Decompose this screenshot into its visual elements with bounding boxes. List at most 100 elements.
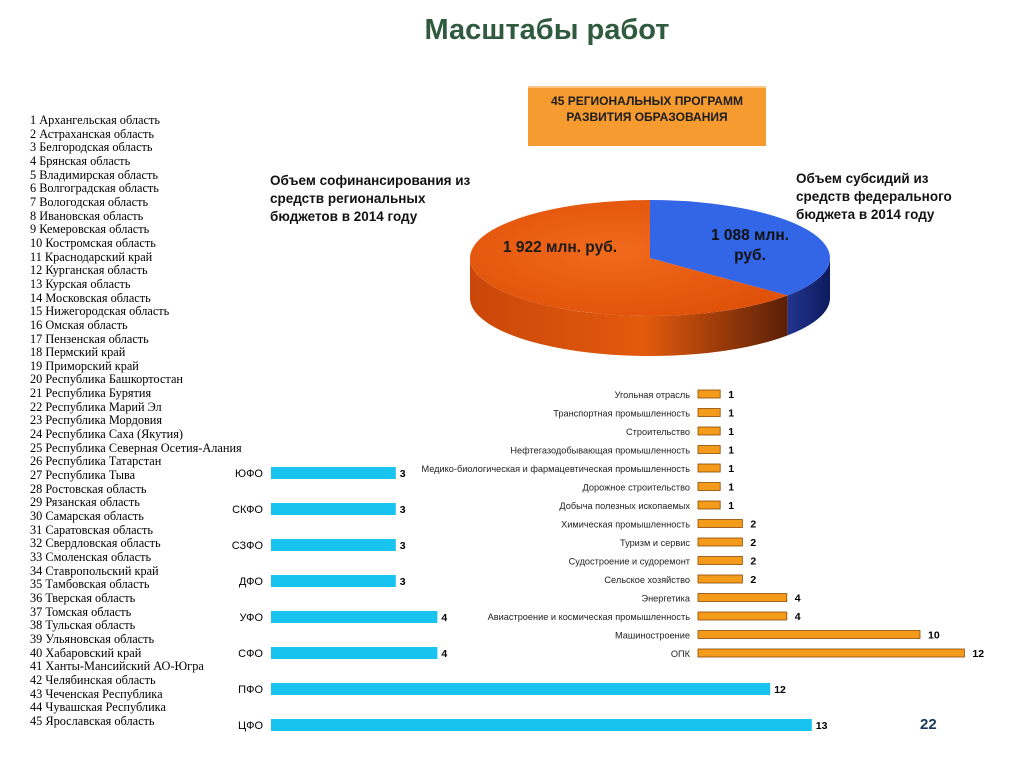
fo-category-label: УФО: [239, 612, 263, 624]
region-item: 24 Республика Саха (Якутия): [30, 427, 183, 442]
fo-category-label: ДФО: [239, 576, 264, 588]
region-item: 18 Пермский край: [30, 345, 126, 360]
industry-bar: [697, 593, 788, 602]
industry-bar: [697, 408, 721, 417]
industry-category-label: Энергетика: [641, 594, 690, 604]
industry-value-label: 2: [750, 556, 756, 568]
pie-side-federal: [787, 258, 830, 336]
region-item: 30 Самарская область: [30, 509, 144, 524]
industry-bar: [697, 630, 921, 639]
industry-bar: [697, 482, 721, 491]
fo-bar: [271, 647, 438, 659]
fo-bar: [271, 719, 812, 731]
region-item: 42 Челябинская область: [30, 672, 156, 687]
region-item: 44 Чувашская Республика: [30, 700, 166, 715]
industry-value-label: 2: [750, 519, 756, 531]
region-item: 38 Тульская область: [30, 618, 136, 633]
region-item: 4 Брянская область: [30, 153, 131, 168]
fo-bar: [271, 503, 396, 515]
industry-category-label: Медико-биологическая и фармацевтическая …: [422, 464, 691, 474]
fo-value-label: 4: [441, 648, 447, 660]
fo-bar: [271, 683, 771, 695]
fo-category-label: СЗФО: [232, 540, 264, 552]
fo-bar: [271, 467, 396, 479]
industry-category-label: Угольная отрасль: [615, 390, 691, 400]
region-item: 37 Томская область: [30, 604, 132, 619]
region-item: 5 Владимирская область: [30, 167, 158, 182]
industry-category-label: Авиастроение и космическая промышленност…: [488, 612, 691, 622]
region-item: 23 Республика Мордовия: [30, 413, 163, 428]
fo-value-label: 13: [816, 720, 828, 732]
region-item: 40 Хабаровский край: [30, 645, 142, 660]
region-item: 2 Астраханская область: [30, 126, 154, 141]
page-title: Масштабы работ: [424, 14, 670, 46]
industry-category-label: Дорожное строительство: [583, 483, 690, 493]
industry-value-label: 1: [728, 482, 734, 494]
region-item: 12 Курганская область: [30, 263, 148, 278]
industry-category-label: ОПК: [671, 649, 691, 659]
fo-value-label: 3: [400, 504, 406, 516]
industry-bar: [697, 426, 721, 436]
federal-subsidy-note: Объем субсидий из средств федерального б…: [796, 171, 952, 222]
region-item: 35 Тамбовская область: [30, 577, 150, 592]
industry-category-label: Машиностроение: [615, 631, 690, 641]
programs-badge: 45 РЕГИОНАЛЬНЫХ ПРОГРАММ РАЗВИТИЯ ОБРАЗО…: [528, 86, 766, 146]
region-item: 16 Омская область: [30, 317, 128, 332]
fo-bar: [271, 611, 438, 623]
industry-category-label: Транспортная промышленность: [553, 409, 690, 419]
region-item: 41 Ханты-Мансийский АО-Югра: [30, 659, 204, 674]
region-item: 39 Ульяновская область: [30, 631, 155, 646]
industry-value-label: 4: [795, 611, 801, 623]
industry-value-label: 10: [928, 630, 940, 642]
industry-category-label: Туризм и сервис: [620, 538, 690, 548]
region-item: 28 Ростовская область: [30, 481, 147, 496]
fo-value-label: 3: [400, 576, 406, 588]
fo-value-label: 3: [400, 540, 406, 552]
region-item: 19 Приморский край: [30, 358, 139, 373]
fo-value-label: 3: [400, 468, 406, 480]
region-item: 20 Республика Башкортостан: [30, 372, 183, 387]
region-item: 31 Саратовская область: [30, 522, 153, 537]
fo-value-label: 4: [441, 612, 447, 624]
region-item: 21 Республика Бурятия: [30, 386, 152, 401]
region-item: 34 Ставропольский край: [30, 563, 159, 578]
industry-value-label: 1: [728, 463, 734, 475]
region-item: 45 Ярославская область: [30, 713, 155, 728]
region-item: 9 Кемеровская область: [30, 222, 150, 237]
regional-funding-note: Объем софинансирования из средств регион…: [270, 173, 471, 224]
fo-bar: [271, 575, 396, 587]
region-item: 25 Республика Северная Осетия-Алания: [30, 440, 242, 455]
fo-bar: [271, 539, 396, 551]
industry-value-label: 2: [750, 574, 756, 586]
industry-value-label: 1: [728, 408, 734, 420]
region-item: 22 Республика Марий Эл: [30, 399, 162, 414]
region-item: 6 Волгоградская область: [30, 181, 159, 196]
region-item: 1 Архангельская область: [30, 113, 160, 127]
industry-value-label: 4: [795, 593, 801, 605]
industry-bar: [697, 445, 721, 454]
region-list: 1 Архангельская область 2 Астраханская об…: [30, 113, 242, 729]
industry-bar: [697, 611, 788, 621]
region-item: 10 Костромская область: [30, 235, 156, 250]
page-number: 22: [920, 716, 937, 733]
industry-category-label: Строительство: [626, 427, 690, 437]
region-item: 14 Московская область: [30, 290, 151, 305]
region-item: 36 Тверская область: [30, 590, 136, 605]
industry-bar-chart: Угольная отрасль 1 Транспортная промышленн…: [422, 389, 985, 660]
industry-value-label: 1: [728, 389, 734, 401]
industry-bar: [697, 500, 721, 510]
industry-category-label: Химическая промышленность: [561, 520, 690, 530]
fo-category-label: ЦФО: [238, 720, 264, 732]
industry-category-label: Сельское хозяйство: [604, 575, 690, 585]
region-item: 32 Свердловская область: [30, 536, 161, 551]
region-item: 8 Ивановская область: [30, 208, 144, 223]
industry-bar: [697, 556, 743, 565]
region-item: 27 Республика Тыва: [30, 468, 136, 483]
industry-bar: [697, 389, 721, 399]
industry-bar: [697, 519, 743, 528]
fo-category-label: ПФО: [238, 684, 263, 696]
industry-bar: [697, 648, 965, 658]
industry-bar: [697, 574, 743, 584]
region-item: 13 Курская область: [30, 276, 131, 291]
